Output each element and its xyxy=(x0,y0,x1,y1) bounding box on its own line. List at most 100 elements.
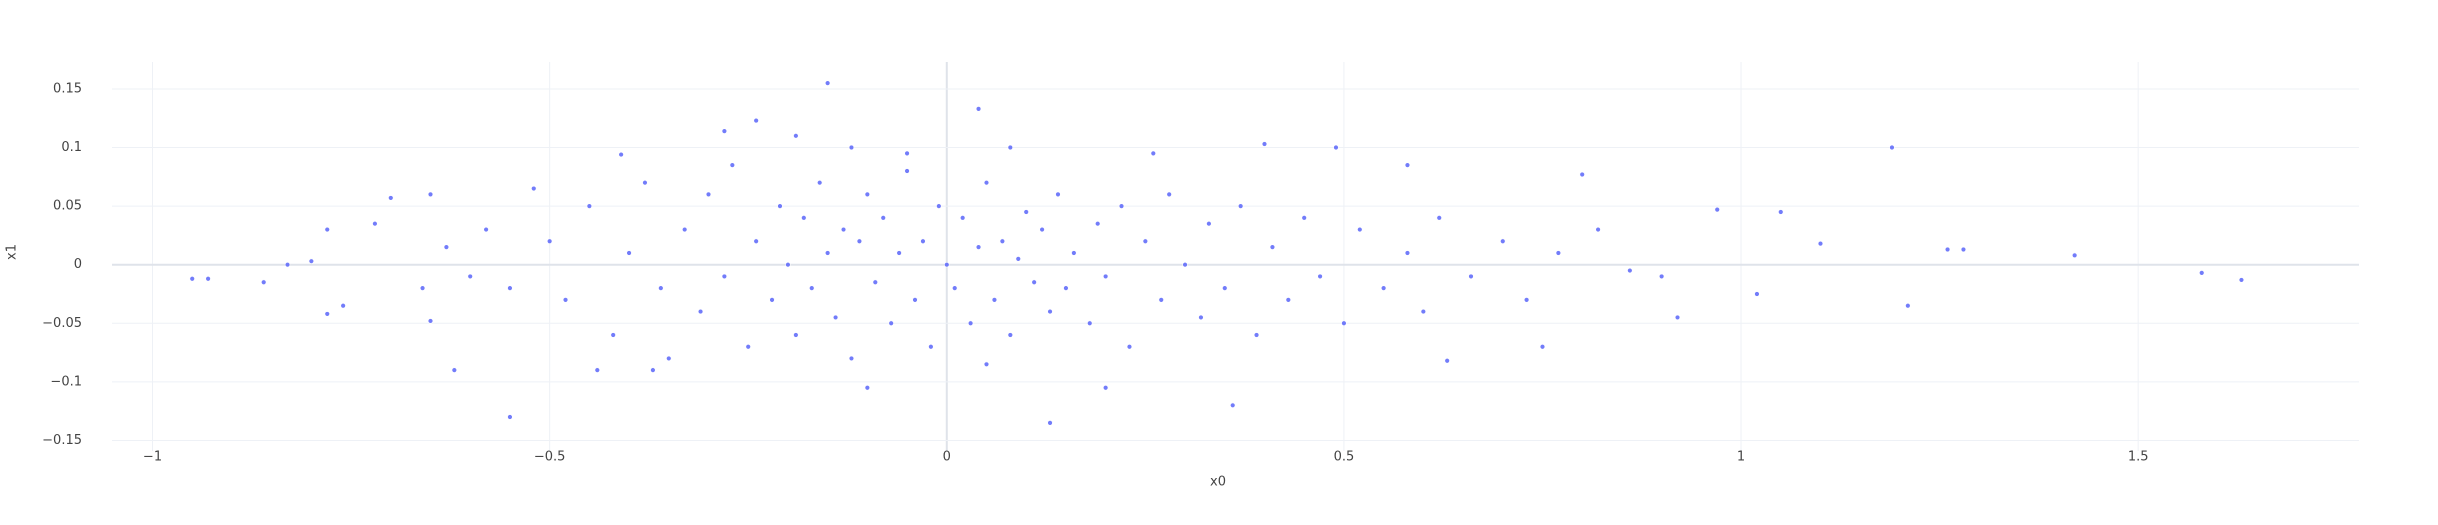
y-tick-label: 0.1 xyxy=(61,140,82,155)
y-tick-label: 0.05 xyxy=(53,199,82,214)
point xyxy=(1301,215,1307,221)
point xyxy=(610,332,616,338)
point xyxy=(753,238,759,244)
point xyxy=(952,285,958,291)
point xyxy=(388,195,394,201)
point xyxy=(1579,171,1585,178)
point xyxy=(618,151,624,158)
point xyxy=(1087,320,1093,326)
point xyxy=(705,191,712,198)
point xyxy=(967,320,974,326)
point xyxy=(1094,220,1101,227)
point xyxy=(1555,250,1562,256)
point xyxy=(856,238,863,244)
point xyxy=(2238,277,2245,283)
point xyxy=(642,179,648,186)
point xyxy=(1523,297,1530,303)
point xyxy=(451,367,458,373)
point xyxy=(959,215,966,221)
point xyxy=(483,226,489,233)
point xyxy=(816,179,823,186)
point xyxy=(785,262,791,268)
x-axis-title: x0 xyxy=(1210,475,1226,490)
point xyxy=(1182,262,1188,268)
point xyxy=(697,308,704,315)
point xyxy=(1047,420,1053,426)
point xyxy=(920,238,926,244)
point xyxy=(1658,273,1665,280)
point xyxy=(824,250,831,256)
point xyxy=(1817,240,1824,247)
point xyxy=(729,162,736,168)
point xyxy=(562,297,569,303)
point xyxy=(1047,308,1053,315)
point xyxy=(1944,246,1951,253)
point xyxy=(1380,285,1387,291)
point xyxy=(1166,191,1172,198)
point xyxy=(1539,344,1546,350)
point xyxy=(1007,332,1014,338)
point xyxy=(467,273,473,280)
point xyxy=(1404,162,1411,168)
point xyxy=(1436,215,1442,221)
point xyxy=(189,276,195,282)
point xyxy=(284,262,291,268)
point xyxy=(1150,150,1156,157)
point xyxy=(1500,238,1506,244)
point xyxy=(864,191,871,198)
point xyxy=(991,297,998,303)
point xyxy=(261,279,267,285)
point xyxy=(904,168,910,174)
point xyxy=(1102,385,1109,391)
point xyxy=(507,414,513,420)
point xyxy=(745,344,751,350)
point xyxy=(1253,332,1260,338)
point xyxy=(777,203,783,209)
point xyxy=(793,332,799,338)
point xyxy=(944,262,950,268)
y-tick-label: −0.15 xyxy=(42,433,82,448)
point xyxy=(983,361,990,367)
point xyxy=(888,320,894,326)
point xyxy=(1404,250,1411,256)
y-tick-label: −0.1 xyxy=(50,374,82,389)
point xyxy=(809,285,815,291)
point xyxy=(1341,320,1347,326)
point xyxy=(546,238,553,244)
point xyxy=(1031,279,1037,285)
point xyxy=(1595,226,1601,233)
point xyxy=(666,355,672,362)
point xyxy=(840,226,847,233)
point xyxy=(1627,267,1633,274)
point xyxy=(1237,203,1244,209)
point xyxy=(427,191,434,198)
x-tick-label: 1 xyxy=(1737,450,1745,465)
point xyxy=(1063,285,1069,291)
point xyxy=(1261,141,1268,147)
point xyxy=(324,226,330,233)
point xyxy=(1357,226,1363,233)
point xyxy=(594,367,601,373)
point xyxy=(832,314,839,321)
point xyxy=(872,279,878,285)
y-axis-title: x1 xyxy=(5,244,20,260)
point xyxy=(1444,358,1450,364)
point xyxy=(1960,246,1967,253)
point xyxy=(324,311,330,317)
point xyxy=(1285,297,1292,303)
point xyxy=(427,318,434,324)
point xyxy=(1071,250,1077,256)
point xyxy=(1055,191,1061,198)
point xyxy=(443,244,450,250)
point xyxy=(586,203,593,209)
point xyxy=(205,276,211,282)
point xyxy=(1222,285,1228,291)
point xyxy=(904,150,910,157)
point xyxy=(1142,238,1149,244)
point xyxy=(1889,144,1895,151)
point xyxy=(1007,144,1014,151)
point xyxy=(912,297,918,303)
point xyxy=(2071,252,2078,259)
